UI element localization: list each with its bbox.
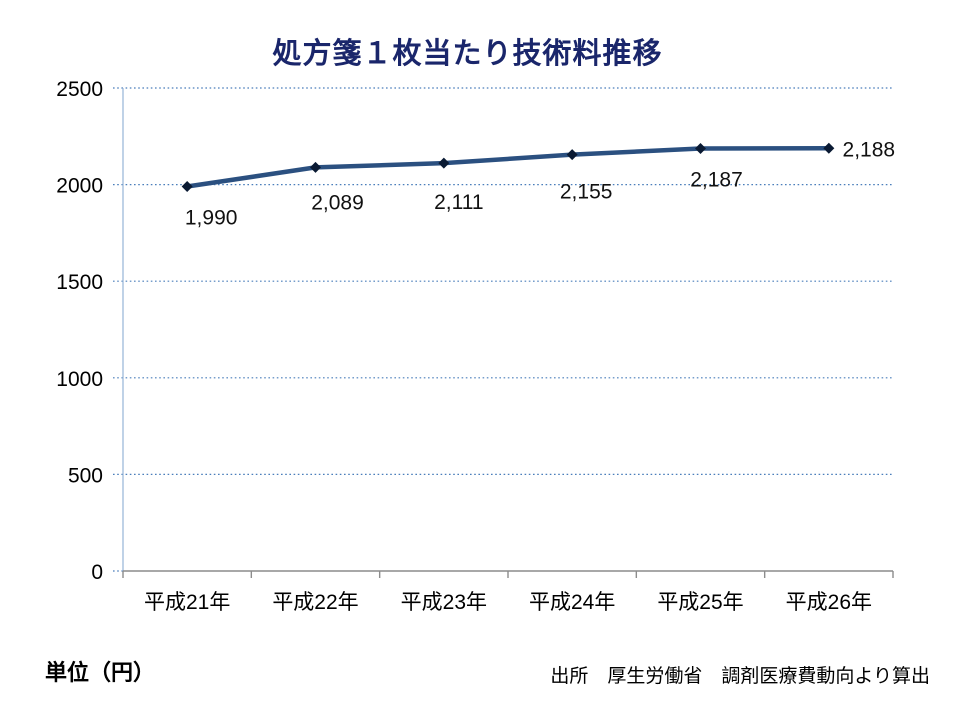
data-point-marker [695, 142, 706, 154]
data-point-marker [181, 181, 193, 193]
x-axis-category-label: 平成25年 [657, 591, 743, 614]
data-point-marker [438, 157, 450, 169]
x-axis-category-label: 平成23年 [401, 591, 487, 614]
series-line [184, 146, 832, 189]
source-label: 出所 厚生労働省 調剤医療費動向より算出 [550, 666, 930, 687]
data-label: 2,155 [560, 181, 613, 204]
chart-title: 処方箋１枚当たり技術料推移 [272, 38, 663, 70]
x-axis-category-label: 平成22年 [272, 591, 358, 614]
data-point-marker [823, 142, 835, 154]
y-axis-tick-label: 1000 [56, 368, 103, 391]
data-label: 2,188 [843, 138, 896, 161]
y-axis-tick-label: 2500 [56, 78, 103, 101]
x-axis-category-label: 平成26年 [786, 591, 872, 614]
y-axis-tick-label: 2000 [56, 175, 103, 198]
data-label: 2,089 [311, 191, 364, 214]
y-axis-tick-label: 1500 [56, 271, 103, 294]
y-axis-tick-label: 0 [91, 561, 103, 584]
data-point-marker [566, 149, 578, 161]
x-axis-category-label: 平成24年 [529, 591, 615, 614]
y-axis-tick-label: 500 [68, 464, 103, 487]
data-label: 2,187 [690, 168, 743, 191]
data-label: 1,990 [185, 207, 238, 230]
data-label: 2,111 [434, 191, 483, 214]
data-point-marker [310, 161, 321, 173]
unit-label: 単位（円） [45, 660, 156, 685]
x-axis-category-label: 平成21年 [144, 591, 230, 614]
